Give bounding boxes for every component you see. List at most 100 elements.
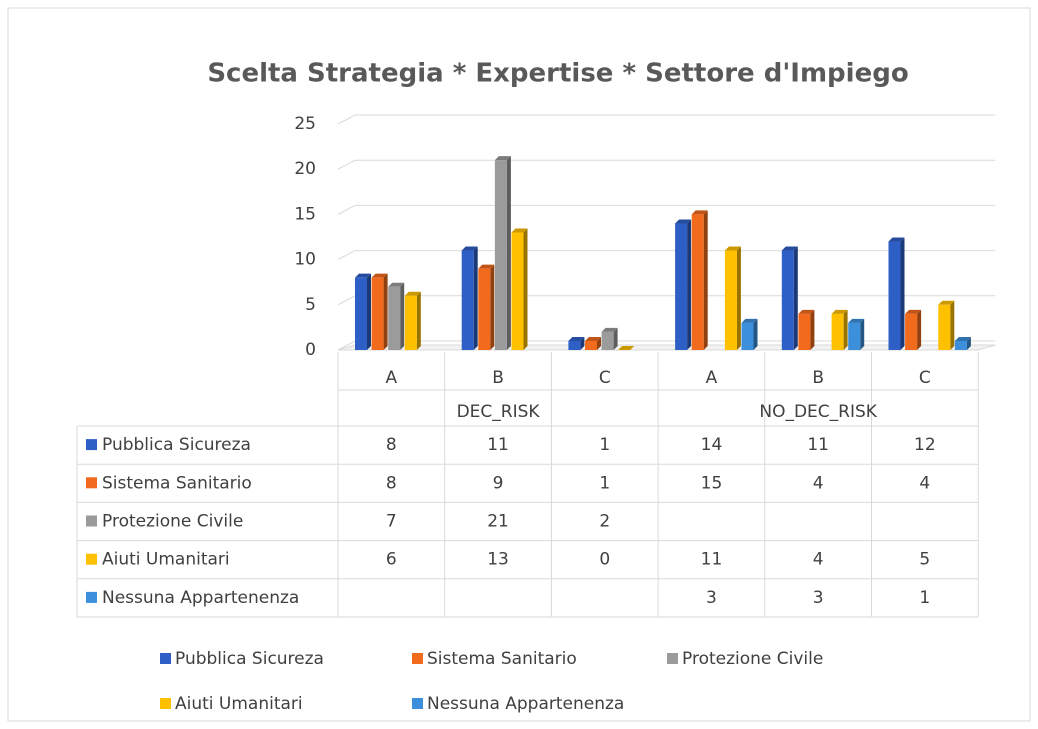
bar-top	[568, 336, 585, 341]
bar	[371, 277, 384, 350]
bar-side	[900, 237, 905, 350]
bar-side	[523, 228, 528, 350]
table-swatch	[86, 553, 97, 565]
chart-title: Scelta Strategia * Expertise * Settore d…	[207, 59, 908, 89]
bar	[724, 250, 737, 350]
table-value: 21	[487, 512, 509, 532]
y-tick-label: 5	[305, 295, 316, 315]
table-value: 8	[386, 473, 397, 493]
legend-swatch	[160, 653, 171, 664]
table-series-name: Pubblica Sicureza	[102, 435, 251, 455]
x-tick-label: A	[706, 368, 718, 388]
group-label: NO_DEC_RISK	[759, 402, 877, 422]
bar-top	[691, 210, 708, 215]
bar-top	[905, 309, 922, 314]
bar-top	[888, 237, 905, 242]
bar	[585, 340, 597, 350]
table-value: 1	[599, 435, 610, 455]
legend-label: Aiuti Umanitari	[175, 694, 303, 714]
table-value: 2	[599, 512, 610, 532]
table-value: 6	[386, 550, 397, 570]
bar-side	[793, 246, 798, 350]
table-value: 12	[914, 435, 936, 455]
bar	[568, 340, 581, 350]
bar-side	[810, 309, 815, 350]
bar	[355, 277, 367, 350]
x-tick-label: C	[599, 368, 611, 388]
bar-top	[355, 273, 371, 278]
bar	[601, 331, 614, 350]
table-value: 3	[813, 588, 824, 608]
bar-top	[831, 309, 848, 314]
bar	[741, 322, 754, 350]
bar-top	[478, 264, 495, 269]
legend-label: Protezione Civile	[682, 649, 823, 669]
table-series-name: Sistema Sanitario	[102, 473, 252, 493]
table-value: 5	[919, 550, 930, 570]
bar-side	[736, 246, 741, 350]
bar-top	[741, 318, 758, 323]
bar	[494, 160, 507, 350]
table-swatch	[86, 439, 97, 451]
table-series-name: Aiuti Umanitari	[102, 550, 230, 570]
bar-side	[966, 336, 971, 350]
legend-swatch	[667, 653, 678, 664]
table-value: 11	[487, 435, 509, 455]
table-series-name: Nessuna Appartenenza	[102, 588, 299, 608]
table-value: 4	[813, 550, 824, 570]
bar	[478, 268, 491, 350]
bar-top	[798, 309, 815, 314]
bar-side	[490, 264, 495, 350]
bar-top	[388, 282, 405, 287]
bar-side	[580, 336, 585, 350]
bar-side	[917, 309, 922, 350]
bar-top	[371, 273, 388, 278]
table-value: 1	[599, 473, 610, 493]
bar-top	[461, 246, 478, 251]
table-value: 3	[706, 588, 717, 608]
legend-swatch	[160, 698, 171, 709]
table-value: 13	[487, 550, 509, 570]
bar-side	[597, 336, 601, 350]
bar-side	[473, 246, 478, 350]
bar-top	[494, 156, 511, 161]
bar	[954, 340, 967, 350]
table-value: 4	[919, 473, 930, 493]
bar	[461, 250, 474, 350]
bar	[404, 295, 417, 350]
group-label: DEC_RISK	[457, 402, 541, 422]
y-tick-label: 10	[294, 250, 316, 270]
y-tick-label: 20	[294, 159, 316, 179]
bar	[938, 304, 951, 350]
bar-side	[753, 318, 758, 350]
bar-top	[938, 300, 955, 305]
bar-side	[416, 291, 421, 350]
table-value: 15	[701, 473, 723, 493]
bar-top	[675, 219, 692, 224]
y-tick-label: 0	[305, 340, 316, 360]
bar	[388, 286, 401, 350]
table-value: 14	[701, 435, 723, 455]
grid-line	[337, 114, 996, 125]
x-tick-label: C	[919, 368, 931, 388]
table-value: 8	[386, 435, 397, 455]
bar-top	[724, 246, 741, 251]
bar-side	[367, 273, 371, 350]
y-tick-label: 15	[294, 204, 316, 224]
bar	[848, 322, 861, 350]
bar-side	[506, 156, 511, 350]
grid-line	[337, 204, 996, 215]
y-tick-label: 25	[294, 114, 316, 134]
x-tick-label: B	[492, 368, 504, 388]
table-value: 9	[493, 473, 504, 493]
bar-side	[703, 210, 708, 350]
bar-side	[613, 327, 618, 350]
bar-side	[843, 309, 848, 350]
bar-top	[954, 336, 971, 341]
legend-swatch	[412, 653, 423, 664]
table-swatch	[86, 591, 97, 603]
legend-label: Nessuna Appartenenza	[427, 694, 624, 714]
bar-top	[601, 327, 618, 332]
bar-side	[400, 282, 405, 350]
